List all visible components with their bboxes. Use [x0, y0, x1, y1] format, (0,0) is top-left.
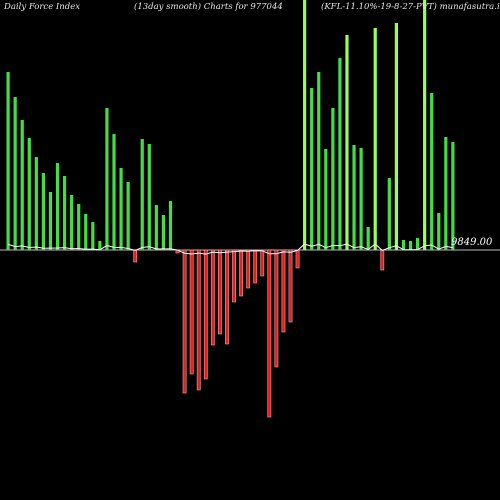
force-bar	[154, 205, 158, 250]
force-bar	[6, 72, 10, 250]
chart-header-right: (KFL-11.10%-19-8-27-PVT) munafasutra.in	[321, 2, 500, 12]
force-bar	[401, 240, 406, 250]
force-bar	[260, 249, 265, 277]
force-bar	[189, 249, 194, 375]
force-bar	[387, 178, 391, 250]
force-bar	[140, 139, 144, 250]
force-bar	[41, 173, 45, 250]
force-bar	[408, 241, 413, 250]
force-bar	[147, 144, 151, 250]
force-bar	[27, 138, 31, 250]
force-bar	[84, 214, 88, 250]
force-bar	[394, 23, 398, 250]
force-bar	[317, 72, 321, 250]
force-bar	[239, 249, 243, 297]
force-bar	[423, 0, 427, 250]
force-bar	[310, 88, 314, 250]
force-bar	[13, 97, 17, 250]
force-bar	[288, 249, 293, 323]
force-bar	[161, 215, 166, 250]
force-bar	[55, 163, 60, 250]
force-bar	[62, 176, 67, 250]
force-bar	[34, 157, 38, 250]
force-bar	[274, 249, 279, 368]
force-bar	[70, 195, 74, 250]
chart-header-left: Daily Force Index	[4, 2, 81, 12]
force-bar	[133, 249, 138, 263]
force-bar	[119, 168, 123, 250]
force-bar	[415, 238, 420, 250]
force-bar	[105, 108, 109, 250]
force-bar	[451, 142, 455, 250]
force-bar	[126, 182, 130, 250]
force-bar	[112, 134, 116, 250]
force-bar	[232, 249, 236, 303]
force-bar	[352, 145, 356, 250]
force-bar	[359, 148, 363, 250]
force-bar	[246, 249, 251, 289]
force-bar	[324, 149, 328, 250]
force-bar	[168, 201, 173, 250]
force-bar	[225, 249, 229, 345]
force-bar	[380, 249, 385, 271]
force-bar	[345, 35, 349, 250]
force-bar	[444, 137, 448, 250]
force-bar	[430, 93, 434, 250]
force-bar	[295, 249, 300, 269]
force-bar	[91, 222, 95, 250]
force-bar	[338, 58, 342, 250]
force-bar	[281, 249, 286, 333]
force-bar	[20, 120, 24, 250]
force-bar	[203, 249, 208, 380]
force-bar	[366, 227, 370, 250]
force-bar	[218, 249, 222, 335]
force-bar	[48, 192, 53, 250]
force-bar	[267, 249, 272, 418]
force-bar	[253, 249, 258, 284]
force-bar	[331, 108, 335, 250]
force-bar	[182, 249, 187, 394]
chart-header-center: (13day smooth) Charts for 977044	[134, 2, 283, 12]
force-bar	[196, 249, 201, 391]
force-bar	[77, 204, 81, 250]
force-bar	[373, 28, 377, 250]
force-bar	[437, 213, 441, 250]
baseline-value-label: 9849.00	[451, 237, 493, 248]
force-bar	[210, 249, 215, 346]
force-bar	[98, 241, 102, 250]
force-bar	[303, 0, 307, 250]
smooth-line	[7, 243, 453, 255]
